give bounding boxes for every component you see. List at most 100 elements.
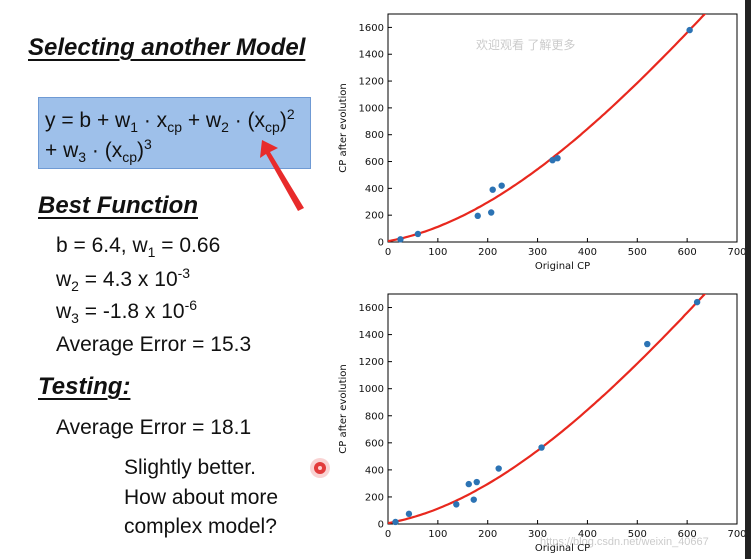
param-text: b = 6.4, w <box>56 234 148 257</box>
param-sub: 1 <box>147 244 156 261</box>
x-tick-label: 400 <box>578 529 597 540</box>
formula-text: + w <box>45 139 79 162</box>
y-tick-label: 1400 <box>359 50 384 61</box>
formula-sub: cp <box>122 149 138 166</box>
fit-curve <box>388 14 707 242</box>
formula-line-1: y = b + w1 · xcp + w2 · (xcp)2 <box>45 106 295 135</box>
data-point <box>397 236 404 243</box>
train-scatter-chart: 0 100 200 300 400 500 600 700 0 200 400 600 800 1000 1… <box>338 13 747 272</box>
x-tick-label: 300 <box>528 247 547 258</box>
x-tick-label: 0 <box>385 247 391 258</box>
param-w3: w3 = -1.8 x 10-6 <box>56 297 197 326</box>
watermark-top: 欢迎观看 了解更多 <box>476 38 576 52</box>
data-point <box>453 501 460 508</box>
y-tick-label: 0 <box>378 238 384 249</box>
data-point <box>392 518 399 526</box>
data-point <box>554 154 561 162</box>
x-tick-label: 600 <box>678 529 697 540</box>
y-tick-label: 400 <box>365 184 384 195</box>
data-point <box>473 478 480 486</box>
x-tick-label: 300 <box>528 529 547 540</box>
y-tick-label: 1200 <box>359 77 384 88</box>
formula-sub: 1 <box>130 119 139 136</box>
data-point <box>549 156 556 164</box>
data-point <box>686 26 693 34</box>
data-point <box>414 230 422 238</box>
formula-text: · (x <box>228 109 266 132</box>
watermark-bottom: https://blog.csdn.net/weixin_40667 <box>540 536 709 548</box>
y-tick-label: 400 <box>365 465 384 476</box>
formula-line-2: + w3 · (xcp)3 <box>45 136 152 165</box>
y-tick-label: 1000 <box>359 384 384 395</box>
x-axis-label: Original CP <box>535 261 590 272</box>
x-tick-label: 500 <box>628 529 647 540</box>
param-text: = 4.3 x 10 <box>78 268 178 291</box>
x-axis-label: Original CP <box>535 543 590 554</box>
window-edge <box>745 0 751 559</box>
test-scatter-chart: 0 100 200 300 400 500 600 700 0 200 400 600 800 1000 1… <box>338 293 747 554</box>
formula-sub: cp <box>265 119 280 136</box>
x-tick-label: 700 <box>727 529 746 540</box>
y-tick-label: 1600 <box>359 23 384 34</box>
x-tick-label: 200 <box>478 247 497 258</box>
param-sub: 2 <box>71 278 79 295</box>
formula-text: + w <box>181 109 222 132</box>
data-point <box>470 496 477 503</box>
y-tick-label: 200 <box>365 492 384 503</box>
y-tick-label: 1600 <box>359 303 384 314</box>
data-point <box>644 340 651 348</box>
data-point <box>474 212 481 220</box>
formula-text: y = b + w <box>45 109 131 132</box>
param-text: w <box>56 300 72 323</box>
param-sup: -3 <box>177 265 191 281</box>
plot-frame <box>387 13 738 243</box>
formula-sub: cp <box>167 119 182 136</box>
y-tick-label: 1400 <box>359 330 384 341</box>
x-tick-label: 100 <box>428 529 447 540</box>
y-tick-label: 600 <box>365 157 384 168</box>
param-sub: 3 <box>71 310 79 327</box>
data-point <box>489 186 496 193</box>
data-point <box>488 209 495 216</box>
x-tick-label: 500 <box>628 247 647 258</box>
fit-curve <box>388 294 707 524</box>
best-function-heading: Best Function <box>38 192 198 219</box>
test-average-error: Average Error = 18.1 <box>56 416 252 439</box>
y-tick-label: 800 <box>365 411 384 422</box>
x-tick-label: 100 <box>428 247 447 258</box>
param-w2: w2 = 4.3 x 10-3 <box>56 265 190 294</box>
data-point <box>495 465 502 472</box>
data-point <box>693 298 701 306</box>
y-tick-label: 0 <box>378 520 384 531</box>
data-point <box>465 480 472 488</box>
x-tick-label: 600 <box>678 247 697 258</box>
model-formula-box: y = b + w1 · xcp + w2 · (xcp)2 + w3 · (x… <box>38 97 311 169</box>
testing-heading: Testing: <box>38 373 131 400</box>
data-point <box>498 182 505 189</box>
formula-text: ) <box>137 139 145 162</box>
param-text: = -1.8 x 10 <box>78 300 185 323</box>
formula-sub: 2 <box>221 119 229 136</box>
y-tick-label: 600 <box>365 438 384 449</box>
formula-sub: 3 <box>78 149 87 166</box>
formula-sup: 3 <box>144 136 152 152</box>
x-tick-label: 0 <box>385 529 391 540</box>
x-tick-label: 400 <box>578 247 597 258</box>
y-axis-label: CP after evolution <box>338 83 349 173</box>
param-sup: -6 <box>184 297 198 313</box>
pointer-dot-icon <box>314 462 326 474</box>
comment-line-3: complex model? <box>124 515 277 538</box>
formula-text: · (x <box>86 139 123 162</box>
comment-line-1: Slightly better. <box>124 456 256 479</box>
red-arrow-icon <box>260 140 304 211</box>
y-tick-label: 1200 <box>359 357 384 368</box>
y-tick-label: 800 <box>365 130 384 141</box>
x-tick-label: 700 <box>727 247 746 258</box>
x-tick-label: 200 <box>478 529 497 540</box>
y-tick-label: 1000 <box>359 103 384 114</box>
slide-title: Selecting another Model <box>28 34 306 61</box>
param-text: w <box>56 268 72 291</box>
data-point <box>405 510 413 518</box>
comment-line-2: How about more <box>124 486 279 509</box>
y-tick-label: 200 <box>365 211 384 222</box>
